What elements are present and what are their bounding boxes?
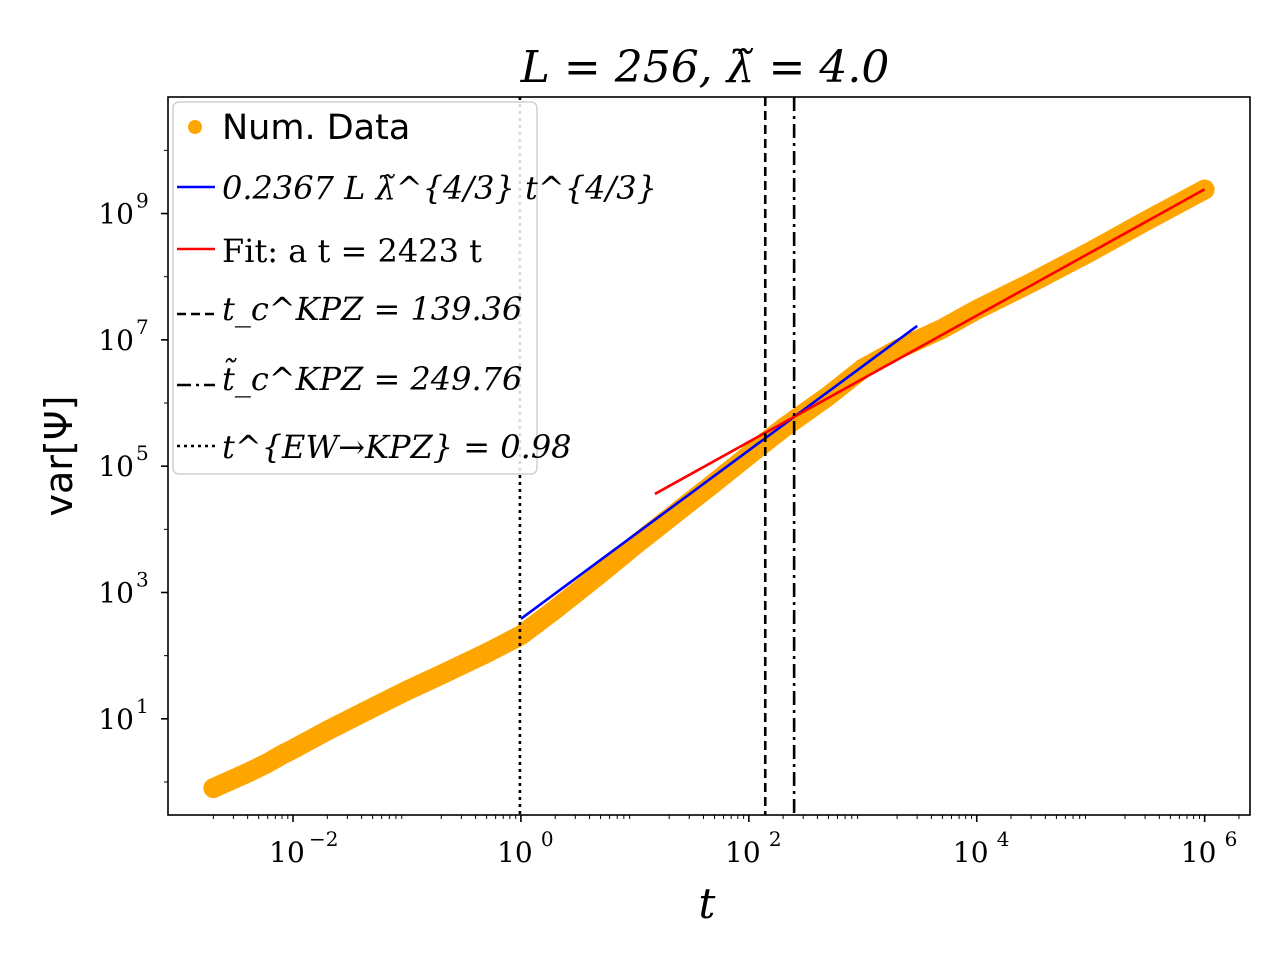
y-tick-label: 10 [98,576,134,609]
legend-marker-num-data [188,120,202,134]
x-ticks: 10 −2 10 0 10 2 10 4 10 6 [212,815,1240,869]
y-tick-exponent: 1 [136,694,149,718]
y-tick-label: 10 [98,324,134,357]
x-tick-label: 10 [269,836,305,869]
legend-box [172,101,538,475]
y-tick-exponent: 3 [136,567,149,591]
legend-label-fit: Fit: a t = 2423 t [222,232,482,270]
x-tick-label: 10 [953,836,989,869]
legend-label-tc-kpz: t_c^KPZ = 139.36 [222,290,522,328]
legend: Num. Data 0.2367 L λ̃^{4/3} t^{4/3} Fit:… [172,101,657,475]
lines-layer [520,188,1206,620]
theory-line [520,324,918,620]
fit-line [654,188,1206,496]
legend-label-num-data: Num. Data [222,108,410,148]
x-axis-label: t [699,879,716,928]
x-tick-label: 10 [725,836,761,869]
x-tick-exponent: 6 [1225,827,1238,851]
x-tick-exponent: 4 [997,827,1010,851]
scatter-layer [203,179,1215,799]
x-tick-exponent: −2 [309,827,338,851]
chart-title: L = 256, λ̃ = 4.0 [520,42,890,93]
x-tick-label: 10 [497,836,533,869]
y-tick-exponent: 7 [136,315,149,339]
legend-label-t-ew-kpz: t^{EW→KPZ} = 0.98 [222,428,572,466]
y-tick-exponent: 5 [136,441,149,465]
legend-label-tc-tilde-kpz: t̃_c^KPZ = 249.76 [222,359,522,398]
y-axis-label: var[Ψ] [37,396,81,517]
y-tick-label: 10 [98,198,134,231]
x-tick-exponent: 2 [769,827,782,851]
y-tick-label: 10 [98,450,134,483]
plot-frame [167,96,1251,816]
legend-label-theory: 0.2367 L λ̃^{4/3} t^{4/3} [222,169,657,207]
x-tick-exponent: 0 [541,827,554,851]
x-tick-label: 10 [1181,836,1217,869]
y-tick-exponent: 9 [136,189,149,213]
y-tick-label: 10 [98,703,134,736]
